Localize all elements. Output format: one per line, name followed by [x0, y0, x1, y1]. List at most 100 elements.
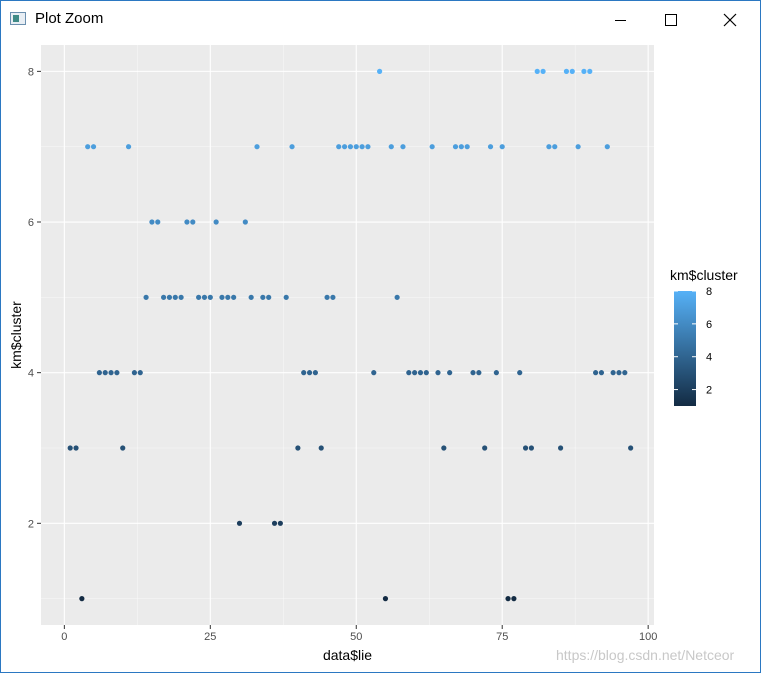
x-tick-label: 75 [496, 631, 508, 643]
data-point [301, 370, 307, 376]
data-point [336, 144, 342, 150]
data-point [324, 294, 330, 300]
data-point [131, 370, 138, 376]
legend-tick-label: 2 [706, 385, 712, 397]
data-point [557, 445, 564, 451]
data-point [382, 596, 389, 602]
data-point [283, 294, 289, 300]
close-button[interactable] [707, 1, 753, 39]
major-gridlines [41, 45, 654, 625]
data-point [528, 445, 535, 451]
data-point [90, 144, 97, 150]
data-point [429, 144, 435, 150]
data-point [161, 294, 167, 300]
data-point [219, 294, 225, 300]
data-point [213, 219, 219, 225]
window-title: Plot Zoom [35, 10, 104, 27]
data-point [277, 520, 283, 526]
data-point [102, 370, 108, 376]
data-point [394, 294, 400, 300]
data-point [73, 445, 79, 451]
close-icon [723, 13, 737, 27]
data-point [190, 219, 196, 225]
data-point [400, 144, 406, 150]
data-point [447, 370, 453, 376]
data-point [435, 370, 441, 376]
data-point [260, 294, 266, 300]
data-point [79, 596, 85, 602]
minimize-button[interactable] [597, 1, 643, 39]
watermark: https://blog.csdn.net/Netceor [556, 647, 735, 663]
data-point [196, 294, 202, 300]
data-point [540, 68, 546, 74]
y-tick-label: 4 [28, 368, 34, 380]
maximize-icon [665, 14, 677, 26]
legend-tick-label: 6 [706, 319, 712, 331]
data-point [143, 294, 149, 300]
y-axis: 2 4 6 8 [28, 66, 41, 530]
data-point [330, 294, 336, 300]
data-point [201, 294, 208, 300]
data-point [598, 370, 605, 376]
data-point [125, 144, 132, 150]
data-point [552, 144, 558, 150]
data-point [610, 370, 616, 376]
legend-colorbar [674, 291, 696, 406]
data-point [266, 294, 272, 300]
data-point [365, 144, 371, 150]
data-point [225, 294, 231, 300]
data-point [108, 370, 114, 376]
data-point [236, 520, 243, 526]
data-point [604, 144, 610, 150]
x-axis: 0 25 50 75 100 [61, 625, 657, 643]
data-point [155, 219, 161, 225]
legend-tick-label: 4 [706, 352, 712, 364]
data-point [511, 596, 517, 602]
data-point [476, 370, 482, 376]
data-point [353, 144, 359, 150]
data-point [377, 68, 383, 74]
scatter-chart: 0 25 50 75 100 2 4 6 8 data$lie km$cluster km$c… [8, 45, 738, 663]
legend-title: km$cluster [670, 267, 738, 283]
data-point [499, 144, 505, 150]
legend-ticks: 2 4 6 8 [674, 286, 712, 397]
data-point [149, 219, 155, 225]
data-point [546, 144, 552, 150]
data-point [458, 144, 464, 150]
data-point [534, 68, 540, 74]
data-point [120, 445, 126, 451]
data-point [522, 445, 529, 451]
y-tick-label: 6 [28, 217, 34, 229]
x-tick-label: 100 [639, 631, 657, 643]
data-point [231, 294, 237, 300]
data-point [406, 370, 412, 376]
data-point [271, 520, 278, 526]
maximize-button[interactable] [648, 1, 694, 39]
data-point [563, 68, 570, 74]
data-point [441, 445, 447, 451]
data-point [470, 370, 476, 376]
data-point [312, 370, 318, 376]
data-point [67, 445, 73, 451]
title-bar[interactable]: Plot Zoom [1, 1, 760, 39]
data-point [295, 445, 301, 451]
y-axis-title: km$cluster [8, 301, 24, 369]
data-point [417, 370, 424, 376]
data-point [452, 144, 459, 150]
data-point [184, 219, 190, 225]
y-tick-label: 2 [28, 518, 34, 530]
data-point [505, 596, 511, 602]
data-point [178, 294, 184, 300]
data-point [289, 144, 295, 150]
data-point [493, 370, 499, 376]
data-point [593, 370, 599, 376]
data-point [96, 370, 102, 376]
data-point [628, 445, 634, 451]
data-point [137, 370, 143, 376]
data-points [67, 68, 634, 602]
x-tick-label: 50 [350, 631, 362, 643]
data-point [622, 370, 628, 376]
minor-gridlines [41, 45, 654, 625]
data-point [248, 294, 254, 300]
legend-tick-label: 8 [706, 286, 712, 298]
